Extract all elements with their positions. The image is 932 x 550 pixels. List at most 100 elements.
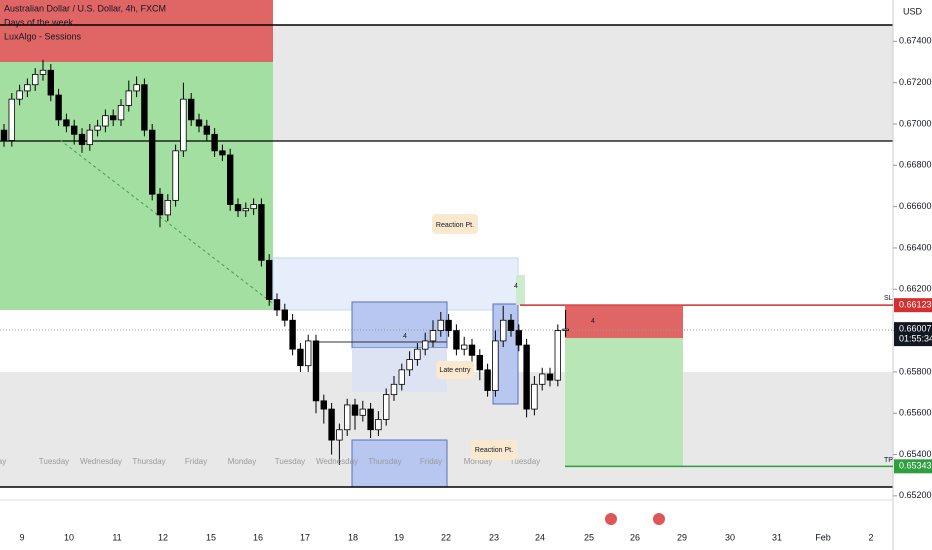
sl-label: SL — [884, 295, 893, 302]
candle-body — [546, 373, 554, 381]
candle-body — [281, 309, 288, 321]
y-tick-label: 0.66800 — [899, 160, 932, 170]
y-tick-label: 0.66600 — [899, 201, 932, 211]
zone — [516, 275, 525, 305]
candle-body — [234, 204, 242, 212]
candle-body — [445, 319, 452, 331]
tp-price-box — [894, 459, 932, 474]
candle-body — [468, 344, 476, 356]
candle-body — [172, 150, 179, 201]
candle-body — [406, 359, 413, 371]
y-tick-label: 0.65200 — [899, 490, 932, 500]
candle-body — [289, 319, 296, 350]
candle-body — [476, 354, 483, 371]
x-tick-label: 18 — [348, 532, 358, 542]
candle-body — [539, 373, 546, 385]
candle-body — [32, 73, 39, 86]
candle-body — [382, 394, 390, 420]
candle-body — [359, 408, 366, 416]
weekday-label: Tuesday — [39, 457, 69, 466]
candle-body — [71, 125, 78, 135]
tp-label: TP — [884, 457, 893, 464]
last-price-box — [894, 322, 932, 347]
candle-body — [250, 204, 257, 210]
risk-box — [565, 306, 683, 338]
candle-body — [211, 133, 218, 152]
candle-body — [375, 419, 382, 431]
weekday-label: Wednesday — [80, 457, 122, 466]
candle-body — [133, 84, 140, 92]
x-tick-label: 22 — [441, 532, 451, 542]
x-tick-label: 11 — [112, 532, 121, 542]
session-box — [0, 0, 273, 62]
y-tick-label: 0.65600 — [899, 408, 932, 418]
annotation-box — [432, 214, 478, 234]
annotation-box — [471, 440, 517, 460]
weekday-label: Monday — [0, 457, 6, 466]
candle-body — [102, 115, 109, 127]
candle-body — [336, 429, 343, 441]
x-tick-label: 16 — [253, 532, 263, 542]
x-tick-label: Feb — [815, 532, 831, 542]
y-tick-label: 0.67200 — [899, 77, 932, 87]
reward-box — [565, 338, 683, 466]
x-tick-label: 19 — [394, 532, 404, 542]
x-tick-label: 24 — [535, 532, 545, 542]
candle-body — [460, 344, 468, 350]
y-tick-label: 0.67000 — [899, 118, 932, 128]
candle-body — [86, 129, 93, 146]
candle-body — [320, 400, 327, 410]
weekday-label: Monday — [228, 457, 256, 466]
candle-body — [187, 98, 195, 121]
candle-body — [195, 119, 203, 127]
axes: 0.67400 0.67200 0.67000 0.66800 0.66600 0.664… — [0, 36, 932, 542]
candle-body — [78, 133, 86, 146]
x-tick-label: 15 — [206, 532, 216, 542]
candle-body — [8, 98, 15, 141]
candle-body — [24, 84, 31, 92]
event-icon[interactable] — [605, 513, 617, 525]
candle-body — [367, 408, 374, 431]
candle-body — [351, 404, 359, 416]
candle-body — [562, 328, 569, 331]
weekday-label: Friday — [185, 457, 207, 466]
chart-title: Australian Dollar / U.S. Dollar, 4h, FXC… — [4, 3, 166, 13]
annotation: 4 — [403, 333, 407, 340]
countdown: 01:55:34 — [899, 334, 932, 344]
y-tick-label: 0.65400 — [899, 449, 932, 459]
x-tick-label: 10 — [64, 532, 74, 542]
candle-body — [554, 330, 561, 381]
zone — [272, 257, 519, 311]
candle-body — [55, 94, 62, 121]
candle-body — [429, 330, 437, 342]
sl-price: 0.66123 — [899, 300, 932, 310]
y-tick-label: 0.65800 — [899, 366, 932, 376]
indicator-label: LuxAlgo - Sessions — [4, 31, 82, 41]
candle-body — [297, 348, 304, 367]
x-tick-label: 25 — [584, 532, 594, 542]
currency: USD — [903, 6, 923, 16]
event-icon[interactable] — [653, 513, 665, 525]
candle-body — [242, 208, 249, 212]
annotation: 4 — [514, 283, 518, 290]
weekday-label: Wednesday — [316, 457, 358, 466]
candle-body — [164, 200, 171, 216]
candle-body — [110, 115, 117, 121]
weekday-label: Tuesday — [510, 457, 540, 466]
candle-body — [180, 98, 187, 152]
zone — [351, 439, 448, 488]
candle-body — [203, 125, 210, 135]
annotation: Reaction Pt. — [436, 222, 474, 229]
candle-body — [226, 154, 234, 205]
candle-body — [156, 193, 164, 216]
candle-body — [125, 90, 132, 106]
weekday-label: Tuesday — [275, 457, 305, 466]
candle-body — [414, 348, 421, 360]
candle-body — [304, 340, 312, 367]
candle-body — [265, 259, 273, 300]
tp-price: 0.65343 — [899, 461, 932, 471]
x-tick-label: 9 — [19, 532, 24, 542]
x-tick-label: 29 — [677, 532, 687, 542]
candle-body — [117, 104, 125, 121]
candle-body — [398, 369, 405, 385]
